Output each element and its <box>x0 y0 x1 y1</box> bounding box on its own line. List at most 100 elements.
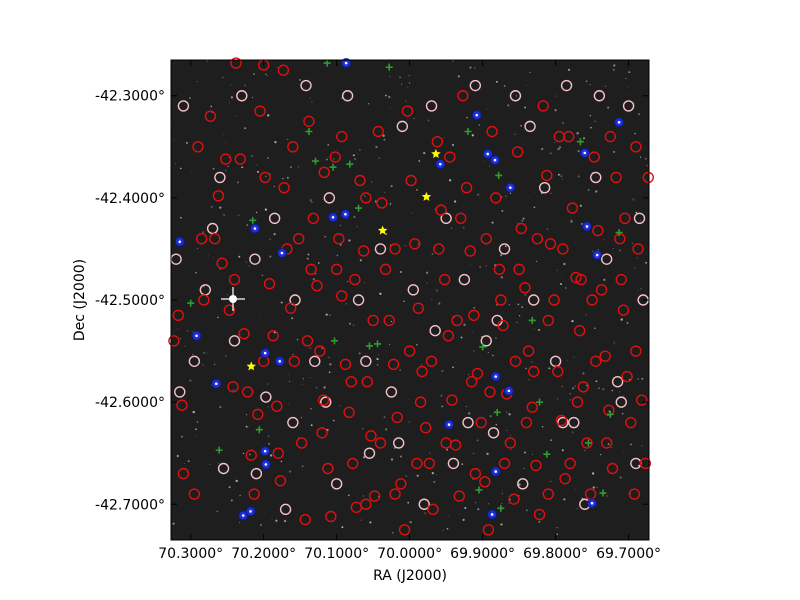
field-star <box>389 202 392 205</box>
field-star <box>516 321 518 323</box>
field-star <box>473 350 475 352</box>
field-star <box>403 300 405 303</box>
blue-marker-core <box>344 61 348 65</box>
field-star <box>415 343 418 346</box>
red-circle-marker <box>451 314 463 327</box>
field-star <box>626 86 628 88</box>
field-star <box>180 216 182 219</box>
field-star <box>227 294 229 296</box>
green-cross-marker <box>495 171 503 179</box>
field-star <box>267 383 269 385</box>
red-circle-marker <box>515 222 527 235</box>
red-circle-marker <box>639 457 652 470</box>
red-circle-marker <box>336 290 348 302</box>
field-star <box>486 452 489 456</box>
field-star <box>225 170 227 172</box>
red-circle-marker <box>204 110 217 122</box>
red-circle-marker <box>513 263 525 276</box>
red-circle-marker <box>490 192 502 204</box>
field-star <box>176 454 179 458</box>
red-circle-marker <box>227 381 239 393</box>
pink-circle-marker <box>174 386 186 398</box>
blue-marker-core <box>178 240 182 244</box>
field-star <box>489 415 492 418</box>
field-star <box>261 274 264 277</box>
field-star <box>632 198 635 201</box>
pink-circle-marker <box>462 416 474 429</box>
pink-circle-marker <box>330 478 343 490</box>
red-circle-marker <box>453 490 465 502</box>
red-circle-marker <box>625 416 637 429</box>
field-star <box>487 502 490 505</box>
pink-circle-marker <box>360 355 372 367</box>
red-circle-marker <box>566 202 579 214</box>
field-star <box>309 97 311 99</box>
field-star <box>607 106 610 109</box>
marker-layer <box>168 57 654 536</box>
field-star <box>239 522 241 524</box>
field-star <box>612 68 615 72</box>
pink-circle-marker <box>279 503 292 516</box>
field-star <box>538 513 541 515</box>
field-star <box>383 191 385 193</box>
field-star <box>582 372 585 375</box>
field-star <box>529 71 531 74</box>
blue-marker-core <box>344 212 347 216</box>
y-tick-label: -42.4000° <box>95 191 165 207</box>
red-circle-marker <box>284 302 297 314</box>
field-star <box>619 476 622 479</box>
field-star <box>311 201 313 203</box>
green-cross-marker <box>311 157 319 165</box>
field-star <box>557 173 560 176</box>
red-circle-marker <box>307 212 320 224</box>
field-star <box>523 451 526 454</box>
pink-circle-marker <box>250 467 263 480</box>
field-star <box>541 147 544 151</box>
field-star <box>385 428 388 431</box>
field-star <box>532 453 533 455</box>
field-star <box>587 188 590 191</box>
field-star <box>241 166 244 169</box>
field-star <box>452 60 454 62</box>
red-circle-marker <box>365 430 377 442</box>
red-circle-marker <box>630 141 642 153</box>
field-star <box>207 254 209 256</box>
field-star <box>468 374 470 376</box>
field-star <box>329 363 332 366</box>
red-circle-marker <box>288 355 301 367</box>
field-star <box>244 84 246 87</box>
field-star <box>306 257 309 260</box>
field-star <box>505 411 508 414</box>
red-circle-marker <box>305 263 317 276</box>
field-star <box>468 412 471 415</box>
red-circle-marker <box>195 233 208 245</box>
field-star <box>251 155 253 157</box>
red-circle-marker <box>493 263 506 276</box>
pink-circle-marker <box>352 294 365 306</box>
field-star <box>518 483 521 486</box>
field-star <box>245 414 248 416</box>
field-star <box>518 315 521 317</box>
pink-circle-marker <box>214 171 226 184</box>
field-star <box>599 453 602 456</box>
blue-marker-core <box>195 334 198 338</box>
red-circle-marker <box>446 394 458 406</box>
pink-circle-marker <box>469 79 482 92</box>
bright-star-icon <box>221 287 245 311</box>
red-circle-marker <box>192 141 204 153</box>
field-star <box>378 354 380 356</box>
field-star <box>194 435 196 437</box>
field-star <box>315 386 318 389</box>
field-star <box>251 96 254 99</box>
field-star <box>417 243 420 245</box>
red-circle-marker <box>295 437 308 449</box>
field-star <box>283 519 287 523</box>
field-star <box>550 192 552 194</box>
field-star <box>634 102 636 104</box>
field-star <box>521 219 524 222</box>
field-star <box>412 212 414 214</box>
field-star <box>538 328 541 331</box>
field-star <box>423 512 427 515</box>
red-circle-marker <box>263 277 276 290</box>
field-star <box>333 419 335 422</box>
